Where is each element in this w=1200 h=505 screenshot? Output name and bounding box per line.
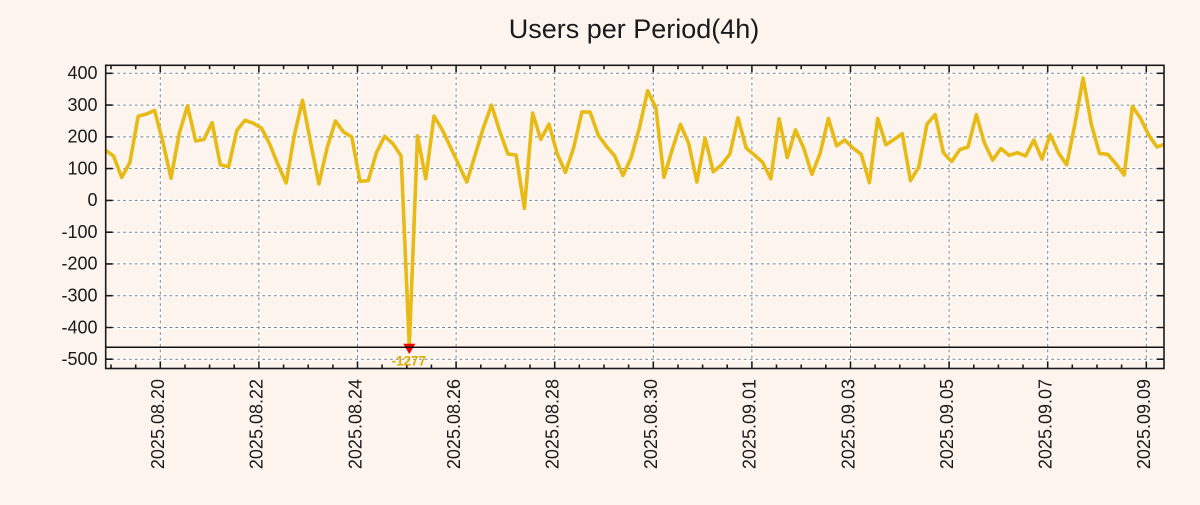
svg-text:2025.08.22: 2025.08.22 (247, 379, 267, 469)
svg-text:2025.09.07: 2025.09.07 (1036, 379, 1056, 469)
svg-text:2025.08.26: 2025.08.26 (444, 379, 464, 469)
svg-text:300: 300 (67, 95, 97, 115)
svg-text:-400: -400 (61, 317, 97, 337)
svg-text:200: 200 (67, 127, 97, 147)
svg-text:-100: -100 (61, 222, 97, 242)
svg-text:2025.09.09: 2025.09.09 (1134, 379, 1154, 469)
svg-text:Users per Period(4h): Users per Period(4h) (509, 14, 760, 44)
svg-text:0: 0 (87, 190, 97, 210)
svg-text:-200: -200 (61, 254, 97, 274)
svg-text:2025.09.03: 2025.09.03 (838, 379, 858, 469)
svg-text:-300: -300 (61, 286, 97, 306)
svg-text:100: 100 (67, 158, 97, 178)
svg-text:2025.08.20: 2025.08.20 (148, 379, 168, 469)
svg-text:-500: -500 (61, 349, 97, 369)
svg-text:2025.09.01: 2025.09.01 (740, 379, 760, 469)
svg-text:2025.08.30: 2025.08.30 (641, 379, 661, 469)
svg-text:-1277: -1277 (392, 353, 426, 368)
svg-text:400: 400 (67, 63, 97, 83)
svg-text:2025.08.28: 2025.08.28 (543, 379, 563, 469)
svg-text:2025.09.05: 2025.09.05 (937, 379, 957, 469)
svg-text:2025.08.24: 2025.08.24 (345, 379, 365, 469)
